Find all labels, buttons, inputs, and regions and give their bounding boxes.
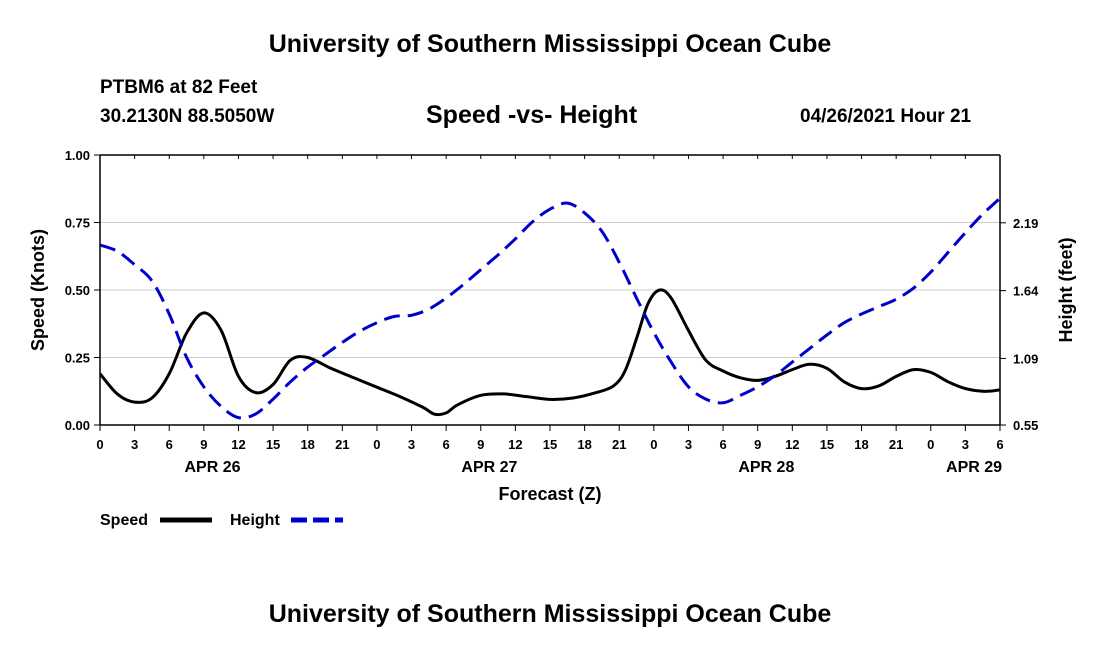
x-tick-label: 3 <box>408 437 415 452</box>
x-tick-label: 3 <box>685 437 692 452</box>
legend: Speed Height <box>100 512 343 529</box>
x-axis-title: Forecast (Z) <box>498 484 601 504</box>
x-tick-label: 18 <box>854 437 868 452</box>
y2-tick-label: 2.19 <box>1013 216 1038 231</box>
y2-tick-label: 0.55 <box>1013 418 1038 433</box>
x-tick-label: 12 <box>231 437 245 452</box>
y2-tick-label: 1.09 <box>1013 351 1038 366</box>
speed-series-line <box>100 288 1000 417</box>
x-tick-label: 15 <box>820 437 834 452</box>
y-axis-title: Speed (Knots) <box>28 229 48 351</box>
axis-ticks <box>94 154 1006 431</box>
y-tick-label: 0.00 <box>65 418 90 433</box>
x-tick-label: 9 <box>754 437 761 452</box>
x-tick-label: 3 <box>962 437 969 452</box>
y-tick-label: 0.75 <box>65 216 90 231</box>
top-title: University of Southern Mississippi Ocean… <box>268 30 832 58</box>
x-tick-label: 18 <box>577 437 591 452</box>
y-tick-label: 0.25 <box>65 351 90 366</box>
x-tick-label: 9 <box>200 437 207 452</box>
date-label: APR 27 <box>461 459 517 476</box>
x-tick-label: 21 <box>335 437 349 452</box>
gridlines <box>100 222 1000 358</box>
x-tick-label: 15 <box>543 437 557 452</box>
x-tick-label: 6 <box>996 437 1003 452</box>
station-coordinates: 30.2130N 88.5050W <box>100 106 275 127</box>
x-tick-label: 12 <box>508 437 522 452</box>
chart-title: Speed -vs- Height <box>426 101 638 129</box>
y-tick-label: 0.50 <box>65 283 90 298</box>
height-series-line <box>100 196 1000 420</box>
axis-labels: 0 3 6 9 12 15 18 21 0 3 6 9 12 15 18 21 0 3 6 9 12 15 18 21 0 3 6A… <box>28 148 1076 504</box>
y2-axis-title: Height (feet) <box>1056 238 1076 343</box>
y-tick-label: 1.00 <box>65 148 90 163</box>
y2-tick-label: 1.64 <box>1013 284 1039 299</box>
x-tick-label: 6 <box>443 437 450 452</box>
x-tick-label: 15 <box>266 437 280 452</box>
x-tick-label: 21 <box>889 437 903 452</box>
legend-label-height: Height <box>230 512 280 529</box>
station-label: PTBM6 at 82 Feet <box>100 77 258 98</box>
bottom-title: University of Southern Mississippi Ocean… <box>268 600 832 628</box>
x-tick-label: 0 <box>650 437 657 452</box>
x-tick-label: 21 <box>612 437 626 452</box>
x-tick-label: 6 <box>166 437 173 452</box>
date-label: APR 26 <box>184 459 240 476</box>
x-tick-label: 0 <box>927 437 934 452</box>
x-tick-label: 6 <box>719 437 726 452</box>
x-tick-label: 3 <box>131 437 138 452</box>
legend-label-speed: Speed <box>100 512 148 529</box>
forecast-datetime: 04/26/2021 Hour 21 <box>800 106 972 127</box>
x-tick-label: 9 <box>477 437 484 452</box>
series-group <box>100 196 1000 420</box>
date-label: APR 29 <box>946 459 1002 476</box>
date-label: APR 28 <box>738 459 794 476</box>
x-tick-label: 12 <box>785 437 799 452</box>
x-tick-label: 0 <box>96 437 103 452</box>
x-tick-label: 0 <box>373 437 380 452</box>
x-tick-label: 18 <box>300 437 314 452</box>
